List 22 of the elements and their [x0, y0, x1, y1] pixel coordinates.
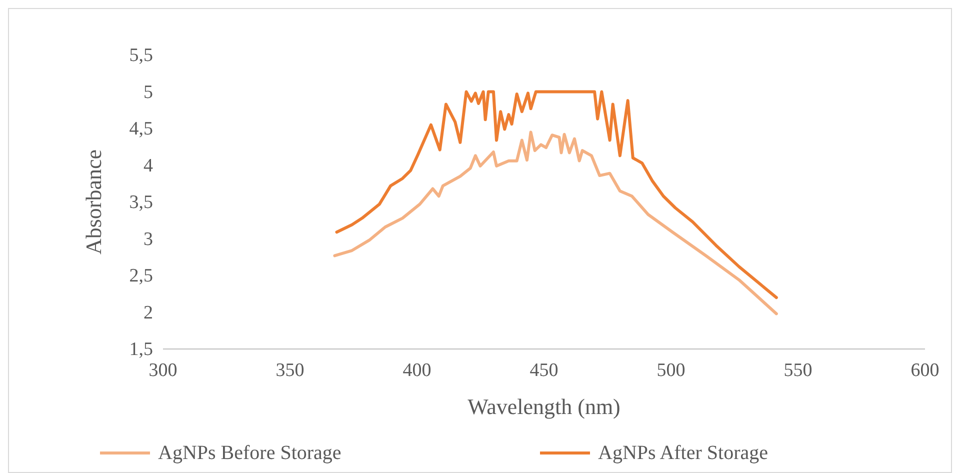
line-series [333, 130, 778, 316]
x-tick-label: 350 [276, 360, 304, 381]
x-tick-label: 600 [910, 360, 940, 381]
legend-label: AgNPs Before Storage [158, 442, 342, 464]
x-axis-title: Wavelength (nm) [468, 394, 620, 419]
y-axis-title: Absorbance [81, 149, 106, 255]
y-tick-label: 2,5 [129, 266, 153, 286]
y-tick-label: 4,5 [129, 118, 153, 140]
x-tick-label: 450 [530, 360, 558, 381]
y-tick-label: 4 [144, 155, 154, 176]
y-tick-label: 2 [144, 302, 153, 324]
x-tick-label: 400 [402, 360, 432, 381]
legend-label: AgNPs After Storage [598, 442, 768, 464]
y-tick-label: 3,5 [129, 192, 153, 213]
y-tick-label: 1,5 [129, 339, 153, 360]
y-tick-label: 3 [144, 228, 153, 250]
x-tick-label: 550 [784, 360, 812, 381]
line-series [335, 90, 778, 300]
y-tick-label: 5 [144, 82, 153, 103]
x-tick-label: 500 [656, 360, 686, 381]
y-tick-label: 5,5 [129, 45, 153, 66]
x-tick-label: 300 [148, 360, 178, 381]
